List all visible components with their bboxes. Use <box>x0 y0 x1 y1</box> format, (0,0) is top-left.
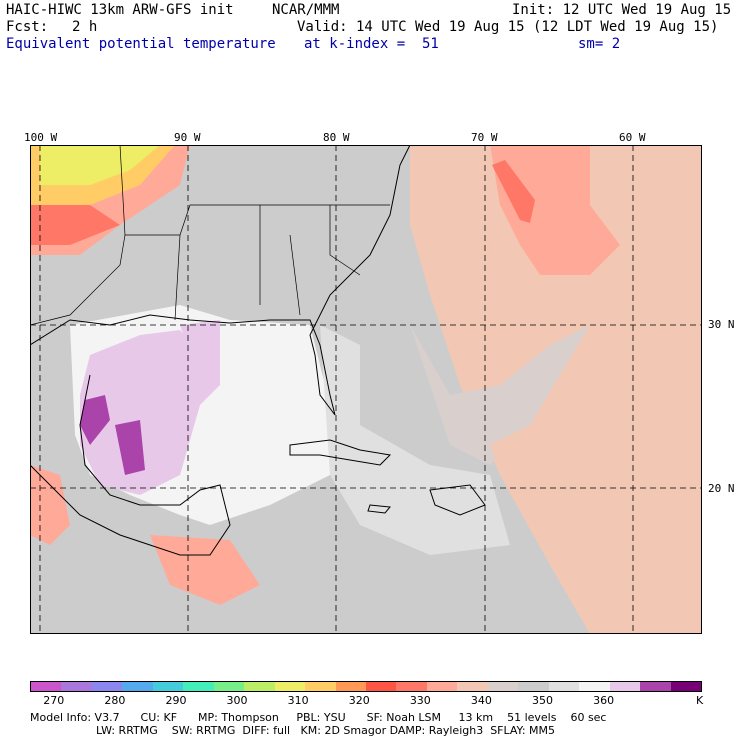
jamaica-outline <box>367 504 391 514</box>
colorbar-swatch <box>670 682 701 691</box>
coastlines <box>30 145 486 556</box>
atlantic-blob-core <box>492 160 535 223</box>
nw-red-band <box>30 205 120 245</box>
colorbar-swatch <box>426 682 458 691</box>
colorbar-swatch <box>61 682 92 691</box>
colorbar-swatch <box>274 682 306 691</box>
colorbar-swatch <box>640 682 671 691</box>
colorbar-swatch <box>91 682 123 691</box>
colorbar-swatch <box>548 682 580 691</box>
colorbar-swatch <box>579 682 610 691</box>
init-time: Init: 12 UTC Wed 19 Aug 15 <box>512 2 732 18</box>
colorbar-tick-label: 330 <box>409 694 431 707</box>
colorbar-swatch <box>609 682 641 691</box>
lat-label-30n: 30 N <box>708 318 735 331</box>
colorbar-tick-label: 350 <box>532 694 553 707</box>
level-label: at k-index = 51 <box>304 36 439 52</box>
us-coastline <box>30 145 411 416</box>
colorbar-tick-label: 270 <box>43 694 65 707</box>
valid-time: Valid: 14 UTC Wed 19 Aug 15 (12 LDT Wed … <box>297 19 719 35</box>
atlantic-mid-region <box>410 325 590 465</box>
colorbar-tick-label: 320 <box>348 694 370 707</box>
colorbar-tick-label: 310 <box>287 694 309 707</box>
cuba-outline <box>289 439 392 466</box>
gulf-dark-west <box>80 395 110 445</box>
colorbar-swatch <box>213 682 245 691</box>
model-title: HAIC-HIWC 13km ARW-GFS init <box>6 2 234 18</box>
grid-lines <box>30 145 702 634</box>
hispaniola-outline <box>429 484 486 516</box>
colorbar-swatch <box>518 682 549 691</box>
colorbar-unit: K <box>696 694 704 707</box>
nw-yellow-region <box>40 145 160 185</box>
borders <box>30 145 390 326</box>
colorbar-swatch <box>152 682 184 691</box>
colorbar-tick-label: 280 <box>104 694 126 707</box>
colorbar-swatch <box>365 682 397 691</box>
gulf-purple-north <box>180 320 220 405</box>
map-frame <box>30 145 702 634</box>
colorbar-swatch <box>335 682 366 691</box>
lon-label-60w: 60 W <box>619 131 646 144</box>
fcst-value: 2 h <box>72 19 98 35</box>
colorbar-swatch <box>244 682 275 691</box>
colorbar <box>30 681 702 692</box>
model-info-line2: LW: RRTMG SW: RRTMG DIFF: full KM: 2D Sm… <box>96 724 556 737</box>
colorbar-tick-label: 340 <box>470 694 492 707</box>
org-label: NCAR/MMM <box>272 2 340 18</box>
colorbar-tick-label: 300 <box>226 694 248 707</box>
atlantic-warm-region <box>410 145 702 634</box>
colorbar-swatch <box>305 682 336 691</box>
atlantic-band <box>490 375 702 495</box>
theta-e-map <box>30 145 702 634</box>
mexico-coastline <box>30 374 231 556</box>
fcst-label: Fcst: <box>6 19 49 35</box>
colorbar-tick-label: 360 <box>593 694 615 707</box>
colorbar-swatch <box>31 682 62 691</box>
colorbar-swatch <box>487 682 519 691</box>
smoothing-label: sm= 2 <box>578 36 621 52</box>
gulf-dark-center <box>115 420 145 475</box>
colorbar-swatch <box>396 682 427 691</box>
caribbean-light-region <box>320 325 510 555</box>
gulf-purple-region <box>80 330 200 495</box>
lon-label-90w: 90 W <box>174 131 201 144</box>
colorbar-swatch <box>183 682 214 691</box>
field-name: Equivalent potential temperature <box>6 36 276 52</box>
colorbar-swatch <box>122 682 153 691</box>
lon-label-70w: 70 W <box>471 131 498 144</box>
lon-label-80w: 80 W <box>323 131 350 144</box>
colorbar-tick-label: 290 <box>165 694 187 707</box>
colorbar-swatch <box>457 682 488 691</box>
model-info-line1: Model Info: V3.7 CU: KF MP: Thompson PBL… <box>30 711 607 724</box>
lat-label-20n: 20 N <box>708 482 735 495</box>
atlantic-blob <box>490 145 620 275</box>
central-america-warm <box>150 535 260 605</box>
lon-label-100w: 100 W <box>24 131 58 144</box>
